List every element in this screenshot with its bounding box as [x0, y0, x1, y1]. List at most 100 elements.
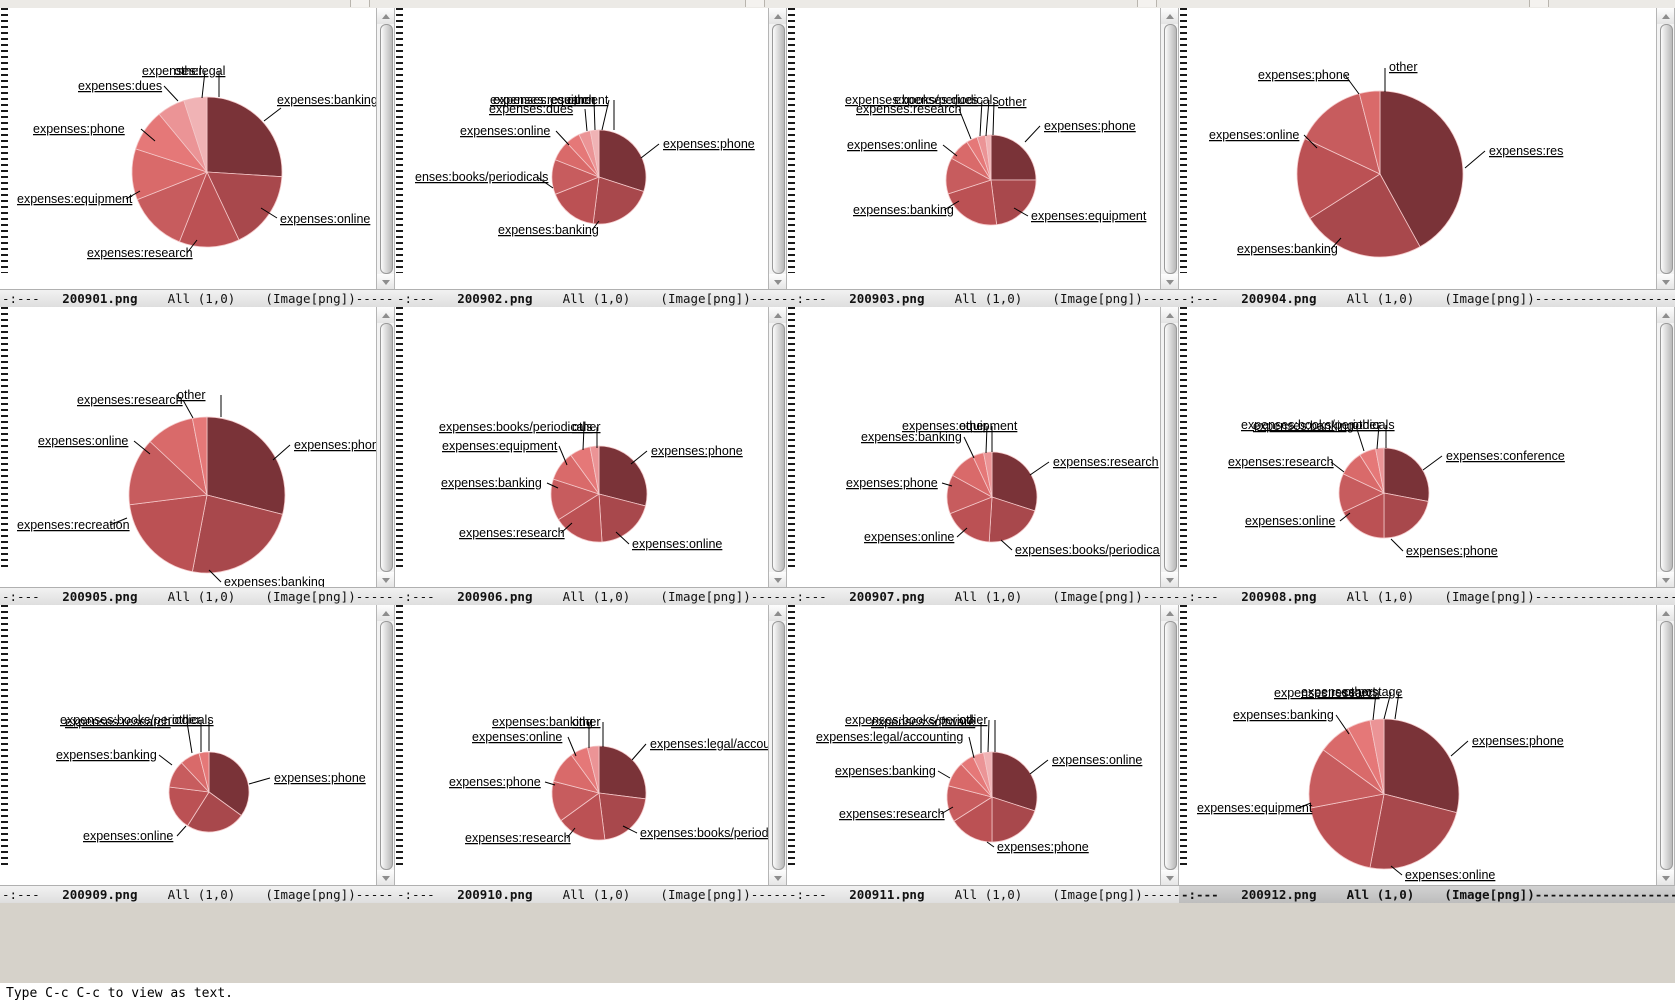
emacs-window[interactable]: expenses:research expenses:books/periodic…	[787, 307, 1179, 605]
label-leader-line	[1330, 461, 1345, 473]
scroll-up-arrow-icon[interactable]	[377, 307, 394, 323]
vertical-scrollbar[interactable]	[768, 8, 787, 290]
scroll-down-arrow-icon[interactable]	[769, 274, 786, 290]
scrollbar-thumb[interactable]	[1164, 323, 1177, 572]
emacs-window[interactable]: expenses:phone expenses:online expenses:re…	[395, 307, 787, 605]
vertical-scrollbar[interactable]	[768, 307, 787, 588]
scroll-down-arrow-icon[interactable]	[769, 870, 786, 886]
emacs-window[interactable]: expenses:phone expenses:online expenses:ba…	[0, 605, 395, 903]
mode-line[interactable]: -:--- 200908.png All (1,0) (Image[png])-…	[1179, 587, 1675, 605]
scrollbar-thumb[interactable]	[380, 24, 393, 274]
vertical-scrollbar[interactable]	[1656, 307, 1675, 588]
scroll-down-arrow-icon[interactable]	[1161, 870, 1178, 886]
emacs-window[interactable]: expenses:phone expenses:online expenses:eq…	[1179, 605, 1675, 903]
scroll-down-arrow-icon[interactable]	[377, 274, 394, 290]
emacs-window[interactable]: expenses:res expenses:banking expenses:onl…	[1179, 8, 1675, 307]
emacs-window[interactable]: expenses:legal/accoun expenses:books/peri…	[395, 605, 787, 903]
scroll-down-arrow-icon[interactable]	[1657, 870, 1674, 886]
scrollbar-thumb[interactable]	[772, 323, 785, 572]
label-leader-line	[555, 130, 570, 146]
scrollbar-thumb[interactable]	[380, 323, 393, 572]
pie-slice-label: expenses:research	[465, 831, 571, 845]
scroll-up-arrow-icon[interactable]	[377, 605, 394, 621]
scroll-down-arrow-icon[interactable]	[1161, 274, 1178, 290]
scroll-down-arrow-icon[interactable]	[1657, 572, 1674, 588]
mode-line[interactable]: -:--- 200904.png All (1,0) (Image[png])-…	[1179, 289, 1675, 307]
scroll-up-arrow-icon[interactable]	[1161, 307, 1178, 323]
vertical-scrollbar[interactable]	[376, 8, 395, 290]
pie-slice-label: expenses:phone	[274, 771, 366, 785]
mode-line[interactable]: -:--- 200903.png All (1,0) (Image[png])-…	[787, 289, 1179, 307]
emacs-window[interactable]: expenses:phone expenses:banking enses:book…	[395, 8, 787, 307]
scrollbar-thumb[interactable]	[380, 621, 393, 870]
scrollbar-thumb[interactable]	[772, 24, 785, 274]
fringe-truncation-marks	[396, 8, 403, 273]
scroll-up-arrow-icon[interactable]	[769, 605, 786, 621]
emacs-window[interactable]: expenses:conference expenses:phone expense…	[1179, 307, 1675, 605]
vertical-scrollbar[interactable]	[1656, 8, 1675, 290]
emacs-window[interactable]: expenses:banking expenses:online expenses:…	[0, 8, 395, 307]
scroll-up-arrow-icon[interactable]	[377, 8, 394, 24]
pie-slice-label: expenses:books/periodicals	[60, 713, 214, 727]
mode-line[interactable]: -:--- 200901.png All (1,0) (Image[png])-…	[0, 289, 395, 307]
emacs-window[interactable]: expenses:phone expenses:equipment expenses…	[787, 8, 1179, 307]
mode-line[interactable]: -:--- 200909.png All (1,0) (Image[png])-…	[0, 885, 395, 903]
mode-line[interactable]: -:--- 200906.png All (1,0) (Image[png])-…	[395, 587, 787, 605]
pie-slice-label: expenses:res	[1489, 144, 1563, 158]
scroll-up-arrow-icon[interactable]	[1161, 605, 1178, 621]
pie-slice-label: expenses:books/periodicals	[845, 93, 999, 107]
vertical-scrollbar[interactable]	[376, 605, 395, 886]
vertical-scrollbar[interactable]	[1656, 605, 1675, 886]
pie-slice	[990, 134, 1037, 181]
scroll-down-arrow-icon[interactable]	[1161, 572, 1178, 588]
scroll-down-arrow-icon[interactable]	[769, 572, 786, 588]
label-leader-line	[941, 482, 953, 487]
scroll-up-arrow-icon[interactable]	[1657, 605, 1674, 621]
scrollbar-thumb[interactable]	[1660, 323, 1673, 572]
mode-line-position: All (1,0)	[137, 291, 236, 306]
pie-slice-label: expenses:books/periodi	[845, 713, 976, 727]
pie-slice-label: other	[998, 95, 1027, 109]
emacs-window[interactable]: expenses:online expenses:phone expenses:re…	[787, 605, 1179, 903]
vertical-scrollbar[interactable]	[376, 307, 395, 588]
label-leader-line	[1464, 150, 1486, 169]
mode-line[interactable]: -:--- 200907.png All (1,0) (Image[png])-…	[787, 587, 1179, 605]
mode-line-buffer-name: 200906.png	[457, 589, 533, 604]
vertical-scrollbar[interactable]	[1160, 8, 1179, 290]
mode-line[interactable]: -:--- 200912.png All (1,0) (Image[png])-…	[1179, 885, 1675, 903]
vertical-scrollbar[interactable]	[1160, 307, 1179, 588]
scrollbar-thumb[interactable]	[1660, 621, 1673, 870]
label-leader-line	[979, 99, 983, 137]
fringe-truncation-marks	[1, 307, 8, 571]
mode-line[interactable]: -:--- 200902.png All (1,0) (Image[png])-…	[395, 289, 787, 307]
window-grid: expenses:banking expenses:online expenses:…	[0, 8, 1675, 928]
pie-slice	[208, 751, 250, 817]
scroll-up-arrow-icon[interactable]	[1161, 8, 1178, 24]
pie-slice-label: expenses:books/periodicals	[1241, 418, 1395, 432]
pie-slice	[983, 751, 993, 798]
scroll-down-arrow-icon[interactable]	[1657, 274, 1674, 290]
scroll-down-arrow-icon[interactable]	[377, 572, 394, 588]
vertical-scrollbar[interactable]	[1160, 605, 1179, 886]
scroll-up-arrow-icon[interactable]	[769, 307, 786, 323]
vertical-scrollbar[interactable]	[768, 605, 787, 886]
pie-slice	[1296, 138, 1381, 220]
label-leader-line	[1383, 691, 1392, 720]
scrollbar-thumb[interactable]	[1164, 621, 1177, 870]
mode-line-position: All (1,0)	[1316, 589, 1415, 604]
mode-line[interactable]: -:--- 200910.png All (1,0) (Image[png])-…	[395, 885, 787, 903]
scroll-up-arrow-icon[interactable]	[1657, 8, 1674, 24]
scroll-up-arrow-icon[interactable]	[769, 8, 786, 24]
pie-slice-label: other	[572, 420, 601, 434]
scroll-down-arrow-icon[interactable]	[377, 870, 394, 886]
minibuffer[interactable]: Type C-c C-c to view as text.	[0, 983, 1675, 1004]
mode-line[interactable]: -:--- 200905.png All (1,0) (Image[png])-…	[0, 587, 395, 605]
mode-line[interactable]: -:--- 200911.png All (1,0) (Image[png])-…	[787, 885, 1179, 903]
emacs-window[interactable]: expenses:phone expenses:banking expenses:r…	[0, 307, 395, 605]
pie-slice	[557, 493, 603, 543]
scroll-up-arrow-icon[interactable]	[1657, 307, 1674, 323]
scrollbar-thumb[interactable]	[1660, 24, 1673, 274]
label-leader-line	[1330, 237, 1342, 250]
scrollbar-thumb[interactable]	[1164, 24, 1177, 274]
scrollbar-thumb[interactable]	[772, 621, 785, 870]
